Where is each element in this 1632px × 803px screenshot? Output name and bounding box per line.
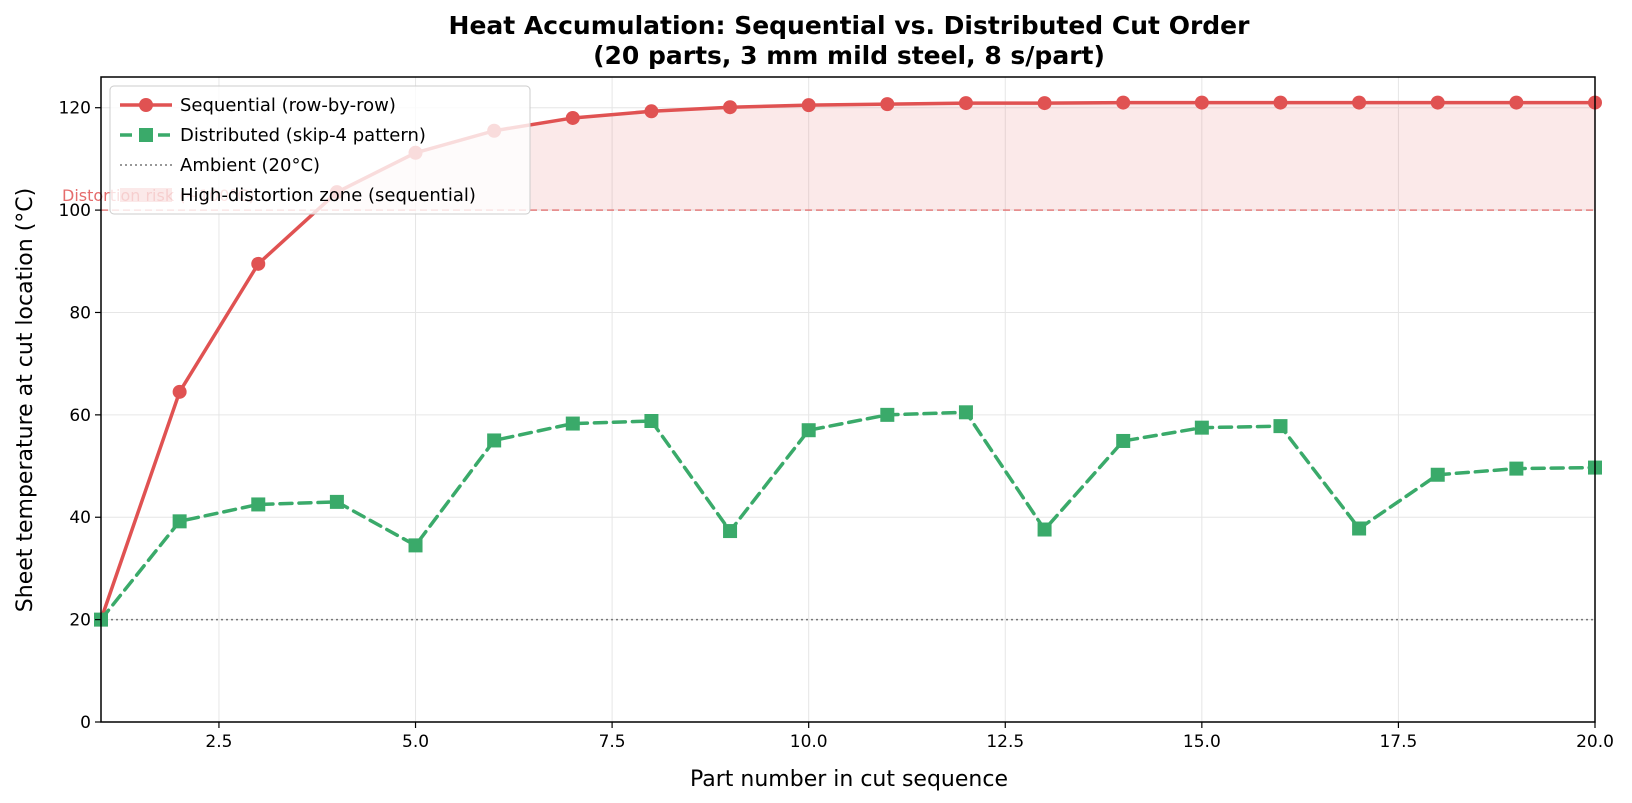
x-tick-label: 10.0 [790, 732, 828, 752]
data-point [880, 97, 895, 112]
x-tick-label: 12.5 [986, 732, 1024, 752]
data-point [1194, 95, 1209, 110]
data-point [958, 405, 973, 420]
data-point [1194, 420, 1209, 435]
x-axis-label: Part number in cut sequence [690, 767, 1008, 792]
data-point [251, 497, 266, 512]
chart-subtitle: (20 parts, 3 mm mild steel, 8 s/part) [593, 41, 1105, 70]
series-distributed [94, 405, 1602, 627]
data-point [1273, 419, 1288, 434]
plot-frame [100, 76, 1596, 723]
y-axis-label: Sheet temperature at cut location (°C) [13, 188, 38, 612]
legend-label: High-distortion zone (sequential) [180, 185, 476, 206]
data-point [565, 416, 580, 431]
data-point [565, 110, 580, 125]
data-point [1352, 521, 1367, 536]
x-tick-label: 20.0 [1576, 732, 1614, 752]
x-axis-ticks: 2.5 5.0 7.5 10.0 12.5 15.0 17.5 20.0 [205, 722, 1614, 752]
data-point [1116, 433, 1131, 448]
data-point [723, 524, 738, 539]
legend-label: Ambient (20°C) [180, 155, 320, 176]
y-tick-label: 100 [59, 201, 91, 221]
x-tick-label: 17.5 [1379, 732, 1417, 752]
legend-swatch-area [120, 188, 172, 202]
data-point [487, 433, 502, 448]
data-point [1430, 467, 1445, 482]
x-tick-label: 5.0 [402, 732, 429, 752]
y-tick-label: 20 [69, 611, 91, 631]
high-distortion-zone [317, 102, 1596, 211]
data-point [1037, 96, 1052, 111]
y-axis-ticks: 0 20 40 60 80 100 120 [59, 99, 101, 733]
legend-box [109, 85, 531, 215]
chart-title: Heat Accumulation: Sequential vs. Distri… [449, 11, 1251, 40]
data-point [1116, 95, 1131, 110]
data-point [172, 514, 187, 529]
legend-marker [139, 98, 153, 112]
data-point [1430, 95, 1445, 110]
data-point [723, 100, 738, 115]
y-tick-label: 120 [59, 99, 91, 119]
data-point [958, 96, 973, 111]
data-point [408, 538, 423, 553]
data-point [1273, 95, 1288, 110]
data-point [172, 384, 187, 399]
data-point [1037, 522, 1052, 537]
y-tick-label: 40 [69, 508, 91, 528]
legend: Sequential (row-by-row) Distributed (skip… [109, 85, 531, 215]
data-point [1509, 95, 1524, 110]
x-tick-label: 7.5 [599, 732, 626, 752]
legend-label: Distributed (skip-4 pattern) [180, 125, 426, 146]
data-point [801, 98, 816, 113]
legend-label: Sequential (row-by-row) [180, 95, 396, 116]
series-line [99, 410, 1597, 622]
data-point [1352, 95, 1367, 110]
data-point [644, 104, 659, 119]
x-tick-label: 15.0 [1183, 732, 1221, 752]
data-point [880, 407, 895, 422]
data-point [329, 494, 344, 509]
y-tick-label: 80 [69, 303, 91, 323]
data-point [1509, 461, 1524, 476]
y-tick-label: 0 [80, 713, 91, 733]
legend-marker [139, 128, 153, 142]
y-tick-label: 60 [69, 406, 91, 426]
data-point [251, 256, 266, 271]
data-point [801, 423, 816, 438]
data-point [644, 414, 659, 428]
shaded-regions [317, 102, 1596, 211]
x-tick-label: 2.5 [205, 732, 232, 752]
